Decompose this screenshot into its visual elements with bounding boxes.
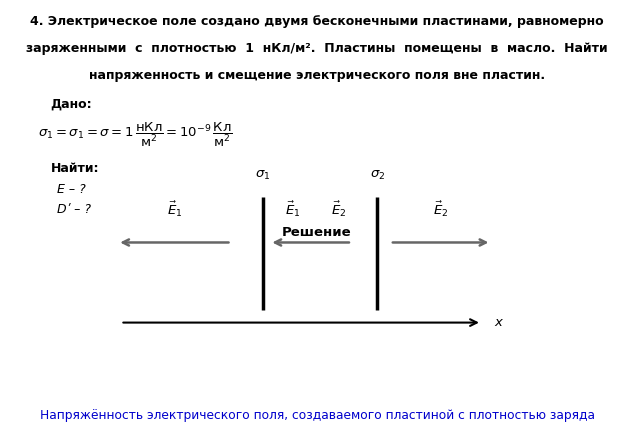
Text: заряженными  с  плотностью  1  нКл/м².  Пластины  помещены  в  масло.  Найти: заряженными с плотностью 1 нКл/м². Пласт… [26, 42, 608, 55]
Text: $\sigma_2$: $\sigma_2$ [370, 169, 385, 182]
Text: Дано:: Дано: [51, 98, 93, 111]
Text: $\vec{E}_1$: $\vec{E}_1$ [167, 199, 182, 219]
Text: $\sigma_1 = \sigma_1 = \sigma = 1\,\dfrac{\text{нКл}}{\text{м}^2} = 10^{-9}\,\df: $\sigma_1 = \sigma_1 = \sigma = 1\,\dfra… [38, 120, 233, 149]
Text: $\vec{E}_1$: $\vec{E}_1$ [285, 199, 301, 219]
Text: Решение: Решение [282, 226, 352, 239]
Text: Найти:: Найти: [51, 162, 99, 174]
Text: $\vec{E}_2$: $\vec{E}_2$ [332, 199, 347, 219]
Text: E – ?: E – ? [57, 183, 86, 196]
Text: x: x [495, 316, 502, 329]
Text: 4. Электрическое поле создано двумя бесконечными пластинами, равномерно: 4. Электрическое поле создано двумя беск… [30, 15, 604, 28]
Text: $\sigma_1$: $\sigma_1$ [256, 169, 271, 182]
Text: напряженность и смещение электрического поля вне пластин.: напряженность и смещение электрического … [89, 69, 545, 82]
Text: Напряжённость электрического поля, создаваемого пластиной с плотностью заряда: Напряжённость электрического поля, созда… [39, 409, 595, 422]
Text: Dʹ – ?: Dʹ – ? [57, 203, 91, 216]
Text: $\vec{E}_2$: $\vec{E}_2$ [433, 199, 448, 219]
